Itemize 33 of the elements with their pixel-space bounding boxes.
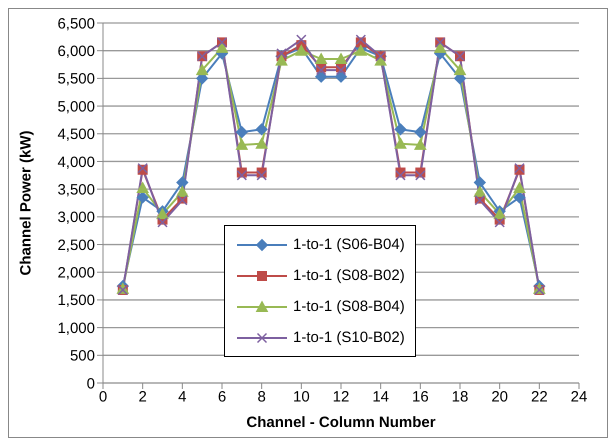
y-tick-label: 6,500 [57, 15, 95, 32]
x-axis-title: Channel - Column Number [246, 414, 436, 431]
legend-label: 1-to-1 (S10-B02) [293, 329, 405, 346]
y-tick-label: 0 [86, 375, 95, 392]
legend-label: 1-to-1 (S06-B04) [293, 236, 405, 253]
y-tick-label: 1,500 [57, 292, 95, 310]
x-tick-label: 6 [218, 388, 226, 406]
y-tick-label: 2,000 [57, 264, 95, 282]
y-tick-label: 4,500 [57, 126, 95, 144]
y-tick-label: 5,500 [57, 70, 95, 88]
y-tick-label: 3,000 [57, 209, 95, 226]
x-tick-label: 0 [98, 388, 108, 406]
x-tick-label: 24 [570, 388, 588, 406]
y-tick-label: 2,500 [57, 236, 95, 254]
x-tick-label: 20 [491, 388, 508, 406]
x-tick-label: 2 [138, 388, 147, 406]
y-tick-label: 6,000 [57, 43, 95, 60]
y-tick-label: 5,000 [57, 98, 95, 116]
x-tick-label: 14 [372, 388, 390, 406]
y-axis-title: Channel Power (kW) [17, 130, 34, 276]
x-tick-label: 18 [452, 388, 468, 406]
x-tick-label: 10 [292, 388, 310, 406]
y-tick-label: 500 [70, 348, 95, 365]
legend-label: 1-to-1 (S08-B02) [293, 267, 405, 284]
y-tick-label: 4,000 [57, 154, 95, 171]
y-tick-label: 3,500 [57, 181, 95, 198]
x-tick-label: 22 [530, 388, 548, 406]
x-tick-label: 8 [257, 388, 266, 406]
x-tick-label: 12 [332, 388, 350, 406]
x-tick-label: 16 [412, 388, 429, 406]
y-tick-label: 1,000 [57, 320, 95, 337]
x-tick-label: 4 [178, 388, 187, 406]
legend-label: 1-to-1 (S08-B04) [293, 298, 405, 315]
